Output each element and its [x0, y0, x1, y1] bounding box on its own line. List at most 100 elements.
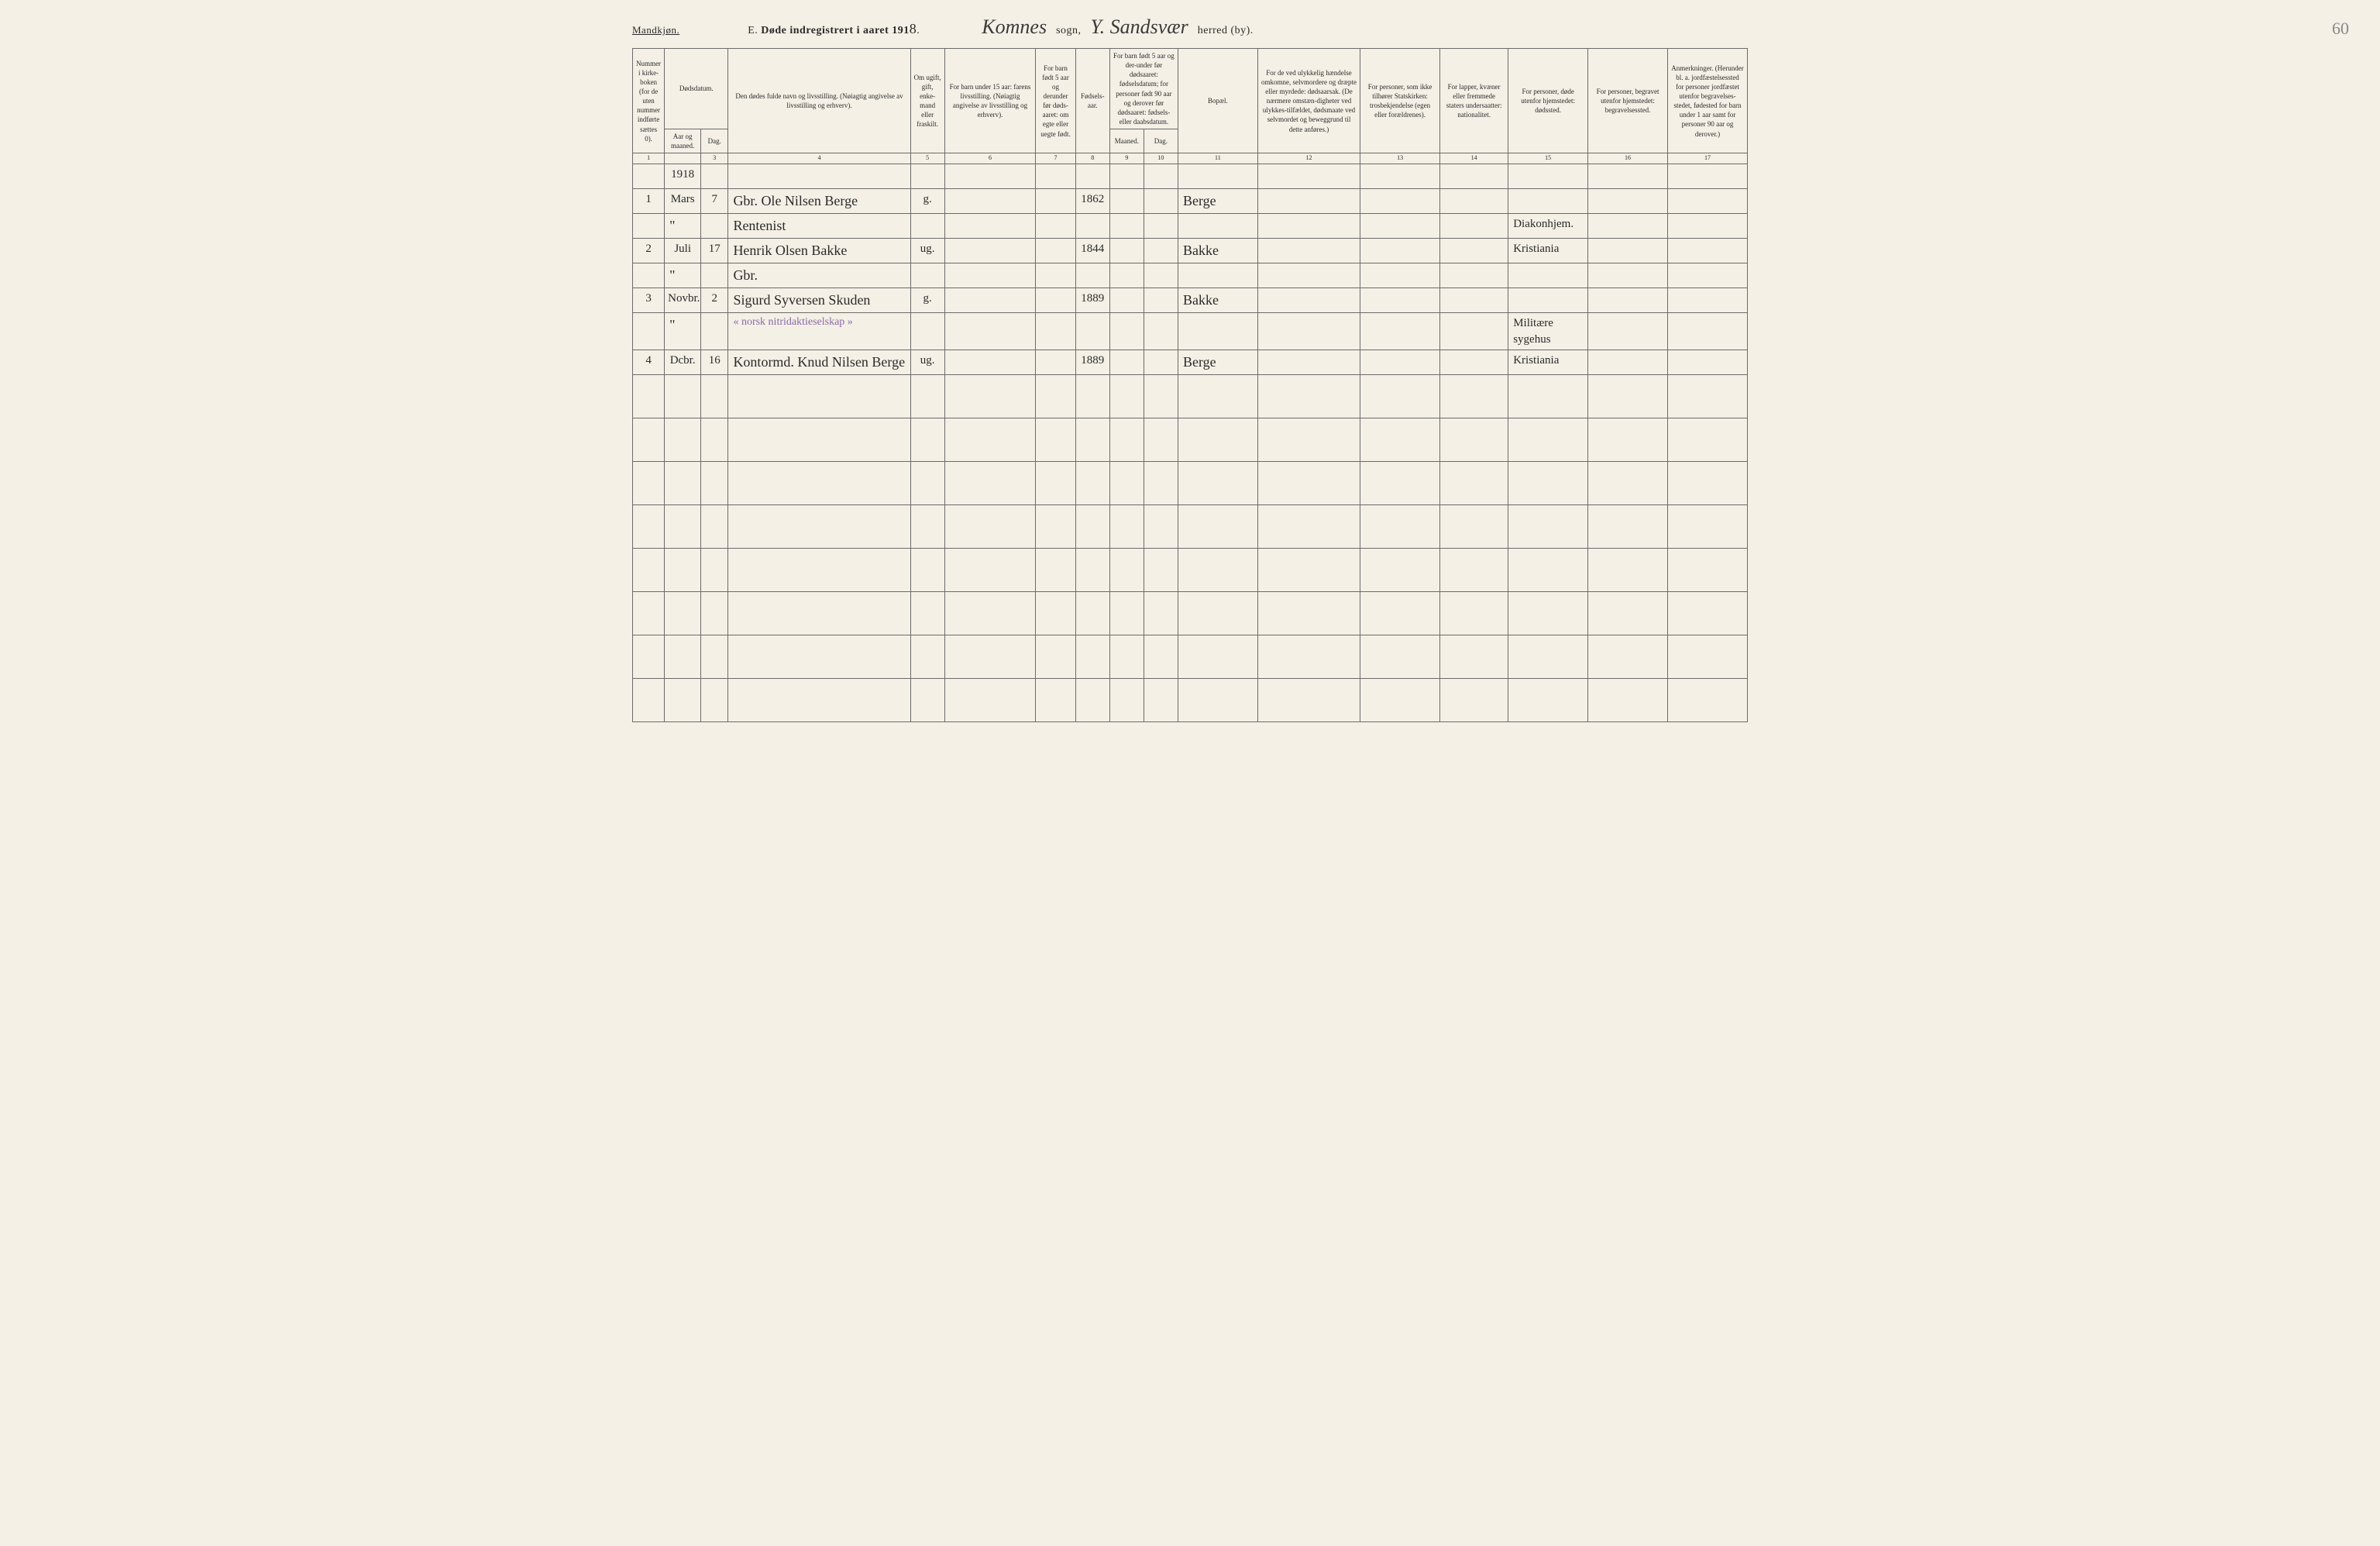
col-header: For personer, begravet utenfor hjemstede…	[1588, 49, 1668, 153]
table-row: 4Dcbr.16Kontormd. Knud Nilsen Bergeug.18…	[633, 349, 1748, 374]
cell	[1109, 313, 1144, 350]
cell	[1109, 349, 1144, 374]
cell	[1075, 263, 1109, 288]
empty-cell	[701, 374, 728, 418]
empty-cell	[1178, 635, 1257, 678]
column-number-row: 1 3 4 5 6 7 8 9 10 11 12 13 14 15 16 17	[633, 153, 1748, 164]
empty-cell	[1257, 678, 1360, 721]
empty-cell	[701, 678, 728, 721]
empty-cell	[1667, 418, 1747, 461]
empty-cell	[1257, 591, 1360, 635]
empty-cell	[665, 635, 701, 678]
cell	[944, 263, 1036, 288]
empty-row	[633, 678, 1748, 721]
colnum	[665, 153, 701, 164]
empty-cell	[1257, 461, 1360, 504]
cell	[944, 239, 1036, 263]
cell	[1109, 189, 1144, 214]
colnum: 14	[1440, 153, 1508, 164]
empty-cell	[1440, 591, 1508, 635]
colnum: 6	[944, 153, 1036, 164]
cell	[1257, 288, 1360, 313]
cell	[1178, 214, 1257, 239]
empty-cell	[665, 591, 701, 635]
page-number: 60	[2332, 19, 2349, 39]
table-row: 2Juli17Henrik Olsen Bakkeug.1844BakkeKri…	[633, 239, 1748, 263]
cell: ug.	[910, 239, 944, 263]
empty-cell	[1360, 418, 1440, 461]
empty-cell	[728, 418, 910, 461]
cell	[910, 214, 944, 239]
herred-label: herred (by).	[1198, 25, 1254, 37]
empty-cell	[1588, 504, 1668, 548]
colnum: 11	[1178, 153, 1257, 164]
empty-cell	[665, 548, 701, 591]
empty-row	[633, 591, 1748, 635]
empty-cell	[1178, 461, 1257, 504]
empty-cell	[633, 548, 665, 591]
table-row: "RentenistDiakonhjem.	[633, 214, 1748, 239]
cell: Henrik Olsen Bakke	[728, 239, 910, 263]
empty-cell	[1109, 461, 1144, 504]
cell: 7	[701, 189, 728, 214]
empty-cell	[1036, 635, 1075, 678]
empty-cell	[1036, 374, 1075, 418]
cell: Bakke	[1178, 239, 1257, 263]
empty-cell	[701, 504, 728, 548]
register-page: 60 Mandkjøn. E. Døde indregistrert i aar…	[632, 15, 1748, 722]
empty-cell	[1075, 591, 1109, 635]
empty-cell	[1360, 591, 1440, 635]
colnum: 17	[1667, 153, 1747, 164]
table-row: "Gbr.	[633, 263, 1748, 288]
colnum: 12	[1257, 153, 1360, 164]
empty-cell	[1178, 591, 1257, 635]
cell: 16	[701, 349, 728, 374]
cell	[1036, 288, 1075, 313]
cell	[1360, 349, 1440, 374]
col-subheader: Dag.	[1144, 129, 1178, 153]
empty-cell	[944, 548, 1036, 591]
empty-cell	[1075, 678, 1109, 721]
colnum: 8	[1075, 153, 1109, 164]
empty-row	[633, 461, 1748, 504]
empty-cell	[1144, 418, 1178, 461]
cell	[1036, 189, 1075, 214]
cell	[1360, 288, 1440, 313]
colnum: 1	[633, 153, 665, 164]
empty-cell	[633, 591, 665, 635]
cell: g.	[910, 189, 944, 214]
cell	[701, 214, 728, 239]
cell	[1588, 189, 1668, 214]
table-header: Nummer i kirke-boken (for de uten nummer…	[633, 49, 1748, 164]
cell	[1257, 214, 1360, 239]
cell	[1178, 263, 1257, 288]
cell	[1667, 349, 1747, 374]
year-suffix: 8	[910, 21, 917, 36]
cell: ug.	[910, 349, 944, 374]
title-period: .	[917, 25, 920, 36]
empty-cell	[910, 461, 944, 504]
empty-cell	[1109, 678, 1144, 721]
cell	[944, 349, 1036, 374]
cell	[1109, 214, 1144, 239]
empty-cell	[1667, 548, 1747, 591]
cell	[1360, 239, 1440, 263]
empty-cell	[1075, 635, 1109, 678]
empty-cell	[1178, 374, 1257, 418]
empty-cell	[728, 374, 910, 418]
cell	[1144, 189, 1178, 214]
cell	[1178, 313, 1257, 350]
empty-cell	[1588, 548, 1668, 591]
empty-cell	[701, 635, 728, 678]
col-header: For barn født 5 aar og der-under før død…	[1109, 49, 1178, 129]
cell	[1440, 189, 1508, 214]
empty-cell	[1440, 374, 1508, 418]
empty-cell	[1075, 418, 1109, 461]
cell	[1588, 263, 1668, 288]
empty-cell	[1588, 591, 1668, 635]
empty-cell	[1178, 548, 1257, 591]
empty-cell	[1440, 461, 1508, 504]
empty-cell	[1508, 678, 1588, 721]
empty-cell	[1440, 635, 1508, 678]
cell	[1360, 263, 1440, 288]
